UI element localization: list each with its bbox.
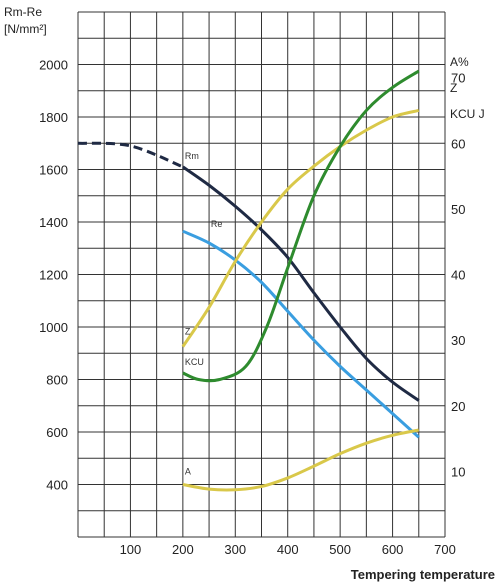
x-axis-title: Tempering temperature bbox=[351, 567, 495, 582]
x-tick-label: 500 bbox=[329, 542, 351, 557]
series-a-label: A bbox=[185, 467, 191, 477]
left-tick-label: 1600 bbox=[39, 163, 68, 178]
right-tick-label: 40 bbox=[451, 268, 465, 283]
series-kcu-label: KCU bbox=[185, 357, 204, 367]
right-tick-label: 30 bbox=[451, 333, 465, 348]
x-tick-label: 400 bbox=[277, 542, 299, 557]
right-axis-title-a: A% bbox=[450, 55, 469, 69]
right-tick-label: 10 bbox=[451, 464, 465, 479]
series-rm-label: Rm bbox=[185, 151, 199, 161]
right-tick-label: 50 bbox=[451, 202, 465, 217]
left-tick-label: 1800 bbox=[39, 110, 68, 125]
left-tick-label: 1200 bbox=[39, 268, 68, 283]
left-axis-ticks: 400 600 800 1000 1200 1400 1600 1800 2000 bbox=[39, 58, 68, 493]
right-tick-label: 20 bbox=[451, 399, 465, 414]
left-tick-label: 2000 bbox=[39, 58, 68, 73]
left-tick-label: 400 bbox=[46, 478, 68, 493]
series-z-line bbox=[181, 108, 420, 348]
right-axis-title-kcu: KCU J bbox=[450, 107, 485, 121]
x-tick-label: 600 bbox=[382, 542, 404, 557]
right-tick-label: 70 bbox=[451, 71, 465, 86]
right-axis-title-z: Z bbox=[450, 81, 457, 95]
left-tick-label: 600 bbox=[46, 425, 68, 440]
left-tick-label: 800 bbox=[46, 373, 68, 388]
left-tick-label: 1000 bbox=[39, 320, 68, 335]
x-tick-label: 100 bbox=[120, 542, 142, 557]
x-tick-label: 200 bbox=[172, 542, 194, 557]
curve-labels: Rm Re Z KCU A bbox=[185, 151, 223, 477]
series-z-label: Z bbox=[185, 327, 191, 337]
left-axis-title-line2: [N/mm²] bbox=[4, 22, 47, 36]
chart-series bbox=[77, 69, 420, 492]
x-axis-ticks: 100 200 300 400 500 600 700 bbox=[120, 542, 456, 557]
series-kcu-line bbox=[182, 69, 420, 383]
series-rm-line bbox=[181, 165, 420, 402]
x-tick-label: 300 bbox=[224, 542, 246, 557]
left-tick-label: 1400 bbox=[39, 215, 68, 230]
x-tick-label: 700 bbox=[434, 542, 456, 557]
series-a-line bbox=[182, 428, 420, 492]
right-tick-label: 60 bbox=[451, 136, 465, 151]
left-axis-title-line1: Rm-Re bbox=[4, 5, 42, 19]
series-re-line bbox=[182, 229, 420, 439]
series-re-label: Re bbox=[211, 219, 223, 229]
right-axis-ticks: 10 20 30 40 50 60 70 bbox=[451, 71, 465, 480]
chart-grid bbox=[77, 11, 446, 538]
